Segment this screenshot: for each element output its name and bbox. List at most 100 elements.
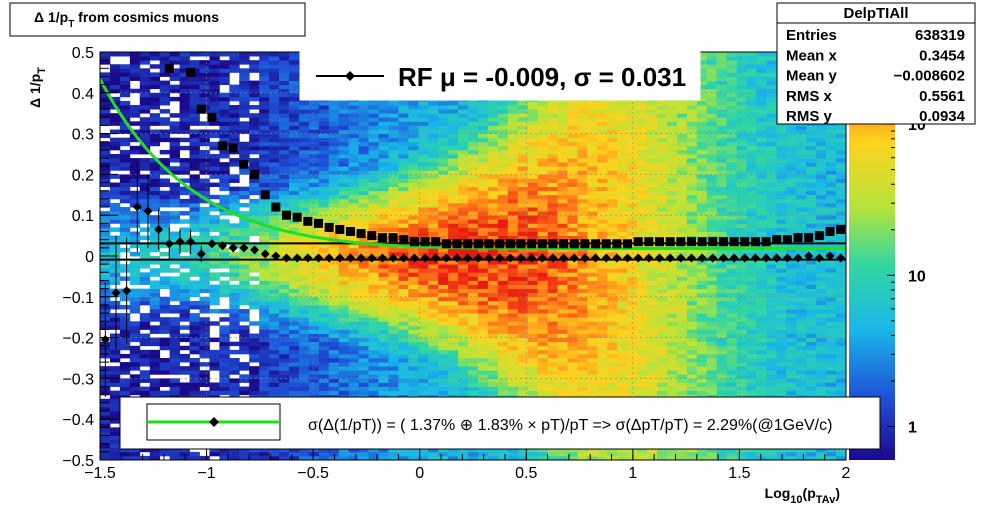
heat-cell xyxy=(338,349,350,355)
heat-cell xyxy=(547,280,558,285)
heat-cell xyxy=(428,182,439,188)
heat-cell xyxy=(497,333,509,338)
heat-cell xyxy=(189,321,200,326)
heat-cell xyxy=(537,284,548,290)
heat-cell xyxy=(358,313,369,318)
heat-cell xyxy=(209,105,220,110)
heat-cell xyxy=(477,137,489,143)
heat-cell xyxy=(448,113,459,118)
heat-cell xyxy=(139,56,151,61)
heat-cell xyxy=(109,52,121,57)
heat-cell xyxy=(288,337,300,343)
heat-cell xyxy=(100,223,111,228)
heat-cell xyxy=(338,317,350,322)
heat-cell xyxy=(398,268,409,273)
heat-cell xyxy=(368,341,379,347)
heat-cell xyxy=(288,174,300,179)
heat-cell xyxy=(378,276,389,281)
heat-cell xyxy=(497,251,509,257)
heat-cell xyxy=(308,300,320,306)
heat-cell xyxy=(199,296,210,302)
heat-cell xyxy=(487,207,499,212)
heat-cell xyxy=(587,215,598,220)
heat-cell xyxy=(428,158,439,163)
heat-cell xyxy=(408,284,419,290)
heat-cell xyxy=(537,109,548,114)
heat-cell xyxy=(159,251,171,257)
heat-cell xyxy=(149,325,161,330)
heat-cell xyxy=(507,207,519,212)
heat-cell xyxy=(249,264,260,269)
heat-cell xyxy=(338,162,350,167)
heat-cell xyxy=(219,329,230,334)
heat-cell xyxy=(577,211,588,216)
heat-cell xyxy=(517,121,529,126)
heat-cell xyxy=(527,264,539,269)
heat-cell xyxy=(249,207,260,212)
heat-cell xyxy=(358,145,369,151)
heat-cell xyxy=(617,227,628,232)
heat-cell xyxy=(398,362,409,367)
heat-cell xyxy=(318,198,330,204)
heat-cell xyxy=(288,251,300,257)
heat-cell xyxy=(169,215,180,220)
heat-cell xyxy=(428,353,439,359)
heat-cell xyxy=(477,455,489,460)
heat-cell xyxy=(607,215,618,220)
heat-cell xyxy=(607,113,618,118)
heat-cell xyxy=(517,382,529,387)
heat-cell xyxy=(537,276,548,281)
heat-cell xyxy=(109,247,121,253)
heat-cell xyxy=(567,353,578,359)
heat-cell xyxy=(458,149,469,155)
heat-cell xyxy=(458,304,469,310)
heat-cell xyxy=(497,382,509,387)
heat-cell xyxy=(199,149,210,155)
heat-cell xyxy=(587,309,598,314)
heat-cell xyxy=(468,251,479,257)
heat-cell xyxy=(348,198,360,204)
heat-cell xyxy=(398,162,409,167)
heat-cell xyxy=(338,219,350,224)
heat-cell xyxy=(517,207,529,212)
heat-cell xyxy=(149,353,161,359)
heat-cell xyxy=(100,256,111,261)
heat-cell xyxy=(448,251,459,257)
heat-cell xyxy=(547,113,558,118)
heat-cell xyxy=(597,374,608,379)
heat-cell xyxy=(358,149,369,155)
heat-cell xyxy=(249,276,260,281)
heat-cell xyxy=(169,304,180,310)
heat-cell xyxy=(279,56,290,61)
heat-cell xyxy=(348,370,360,375)
heat-cell xyxy=(279,284,290,290)
heat-cell xyxy=(428,207,439,212)
heat-cell xyxy=(129,276,141,281)
heat-cell xyxy=(448,198,459,204)
heat-cell xyxy=(269,141,280,147)
heat-cell xyxy=(507,455,519,460)
heat-cell xyxy=(537,268,548,273)
heat-cell xyxy=(468,333,479,338)
heat-cell xyxy=(448,154,459,159)
heat-cell xyxy=(199,345,210,351)
heat-cell xyxy=(428,386,439,392)
heat-cell xyxy=(577,251,588,257)
heat-cell xyxy=(298,235,310,241)
heat-cell xyxy=(119,219,131,224)
heat-cell xyxy=(557,337,568,343)
heat-cell xyxy=(179,56,190,61)
heat-cell xyxy=(189,158,200,163)
heat-cell xyxy=(269,64,280,69)
heat-cell xyxy=(507,227,519,232)
heat-cell xyxy=(229,341,240,347)
heat-cell xyxy=(288,374,300,379)
heat-cell xyxy=(209,366,220,371)
heat-cell xyxy=(229,125,240,130)
heat-cell xyxy=(587,321,598,326)
heat-cell xyxy=(537,292,548,298)
heat-cell xyxy=(298,317,310,322)
heat-cell xyxy=(517,202,529,208)
heat-cell xyxy=(418,309,429,314)
heat-cell xyxy=(308,109,320,114)
